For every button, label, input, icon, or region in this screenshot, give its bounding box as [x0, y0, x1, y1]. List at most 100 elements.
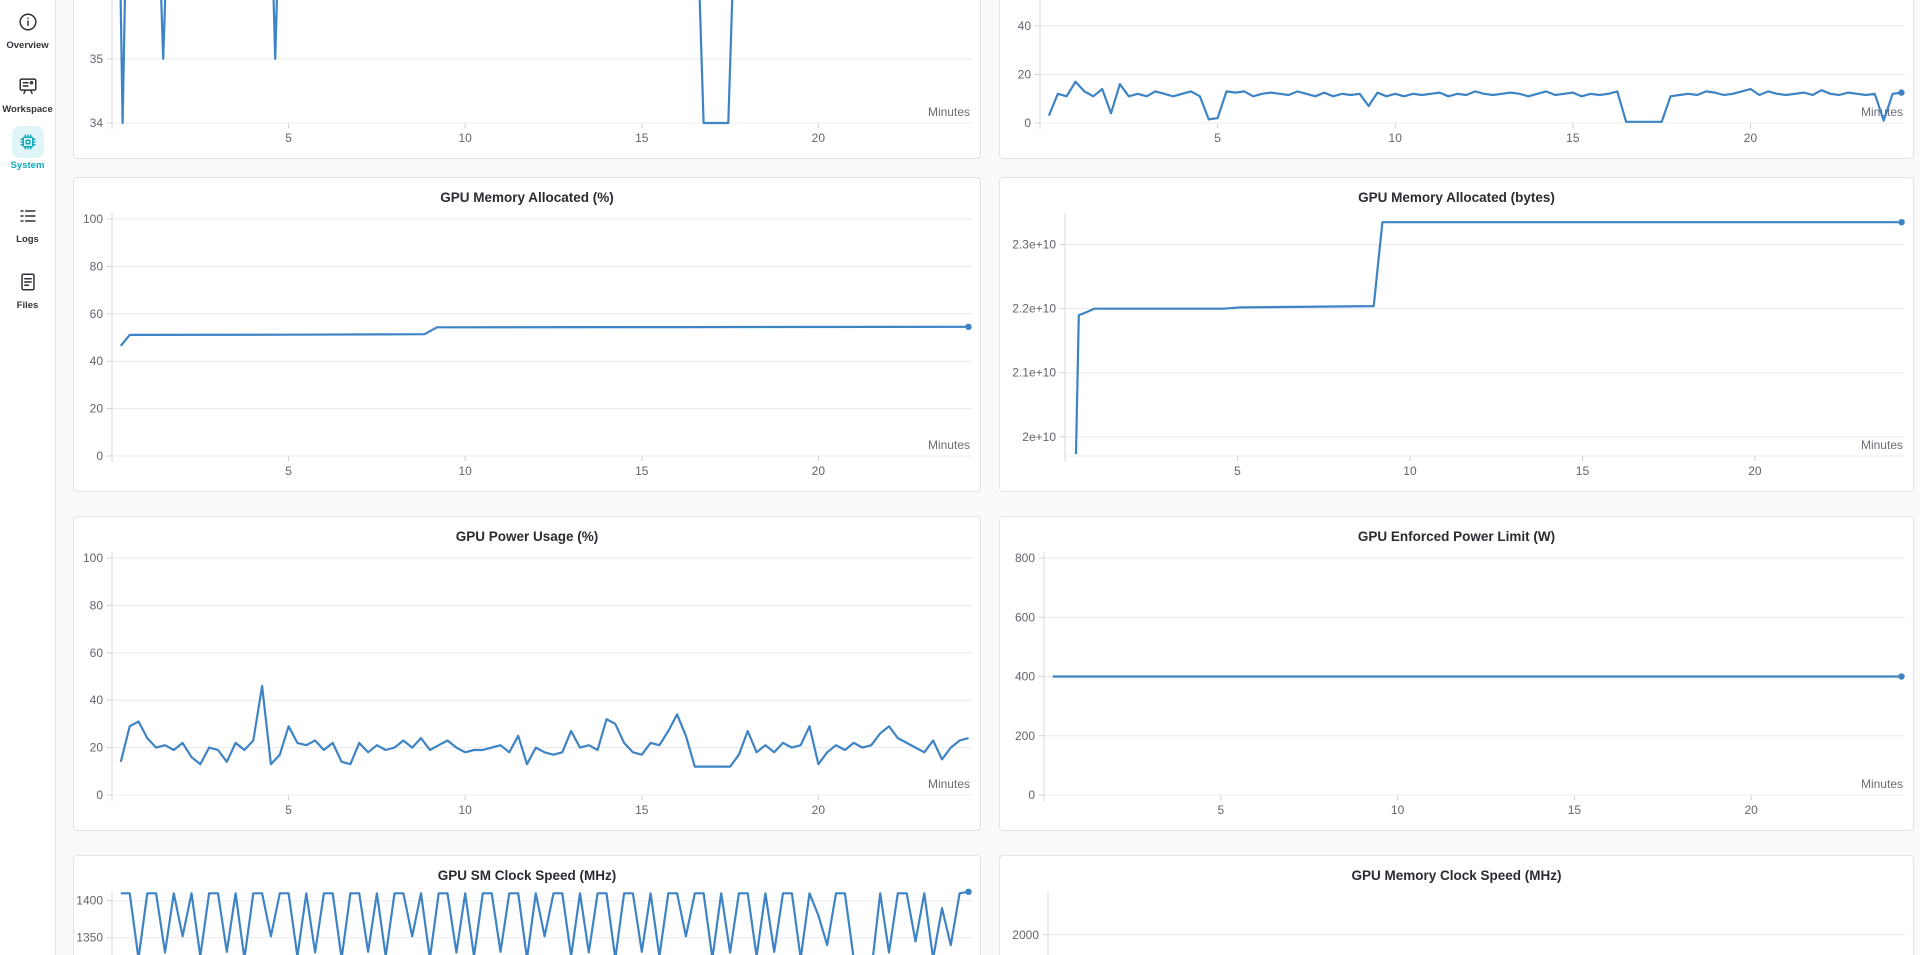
svg-text:5: 5: [285, 803, 292, 817]
svg-text:1400: 1400: [76, 894, 103, 908]
svg-text:2.3e+10: 2.3e+10: [1012, 238, 1056, 252]
chart-panel-row1-left[interactable]: 34 35 36 5 10 15 20 Minutes: [73, 0, 981, 159]
svg-text:40: 40: [1018, 19, 1032, 33]
svg-text:34: 34: [90, 116, 104, 130]
chart-canvas: 34 35 36 5 10 15 20 Minutes: [90, 0, 972, 145]
svg-text:5: 5: [1234, 464, 1241, 478]
svg-text:100: 100: [83, 551, 103, 565]
svg-text:15: 15: [1576, 464, 1590, 478]
chart-title: GPU Memory Allocated (bytes): [1358, 190, 1555, 205]
svg-text:Minutes: Minutes: [1861, 777, 1903, 791]
svg-text:400: 400: [1015, 670, 1035, 684]
svg-text:20: 20: [812, 803, 826, 817]
sidebar-label-system: System: [10, 160, 45, 171]
series-endpoint-dot: [1898, 673, 1905, 680]
sidebar-item-system[interactable]: System: [0, 126, 55, 171]
svg-text:20: 20: [1745, 803, 1759, 817]
chip-icon: [11, 126, 44, 158]
chart-title: GPU Memory Allocated (%): [440, 190, 614, 205]
svg-text:Minutes: Minutes: [928, 777, 970, 791]
files-icon: [12, 266, 44, 298]
chart-panel-gpu-enforced-power-limit[interactable]: GPU Enforced Power Limit (W) 0 200 400 600 8…: [999, 516, 1914, 831]
sidebar-label-files: Files: [16, 300, 39, 311]
svg-text:15: 15: [1566, 131, 1580, 145]
chart-canvas: 0 20 40 60 80 100 5 10 15 20 Minutes: [83, 551, 972, 817]
svg-text:35: 35: [90, 52, 104, 66]
svg-text:60: 60: [90, 307, 104, 321]
logs-icon: [12, 200, 44, 232]
chart-canvas: 0 200 400 600 800 5 10 15 20 Minutes: [1015, 551, 1905, 817]
svg-text:0: 0: [96, 449, 103, 463]
svg-text:20: 20: [90, 741, 104, 755]
series-line: [1047, 80, 1902, 123]
svg-text:100: 100: [83, 212, 103, 226]
chart-canvas: 2e+10 2.1e+10 2.2e+10 2.3e+10 5 10 15 20 Minutes: [1012, 213, 1905, 478]
sidebar-label-logs: Logs: [16, 234, 39, 245]
svg-text:20: 20: [90, 402, 104, 416]
svg-text:10: 10: [459, 131, 473, 145]
chart-title: GPU SM Clock Speed (MHz): [437, 868, 617, 883]
svg-text:20: 20: [812, 464, 826, 478]
svg-text:2e+10: 2e+10: [1022, 430, 1056, 444]
svg-text:Minutes: Minutes: [1861, 438, 1903, 452]
svg-text:1350: 1350: [76, 931, 103, 945]
svg-text:5: 5: [285, 464, 292, 478]
chart-panel-gpu-memory-allocated-bytes[interactable]: GPU Memory Allocated (bytes) 2e+10 2.1e+1…: [999, 177, 1914, 492]
svg-text:15: 15: [635, 803, 649, 817]
sidebar-item-files[interactable]: Files: [0, 266, 55, 311]
chart-panel-gpu-memory-clock-speed[interactable]: GPU Memory Clock Speed (MHz) 20005101520…: [999, 855, 1914, 955]
sidebar-label-overview: Overview: [6, 40, 49, 51]
series-line: [119, 325, 969, 347]
svg-text:800: 800: [1015, 551, 1035, 565]
svg-text:20: 20: [1018, 67, 1032, 81]
series-line: [119, 0, 734, 125]
svg-text:20: 20: [1744, 131, 1758, 145]
chart-title: GPU Memory Clock Speed (MHz): [1351, 868, 1562, 883]
chart-canvas: 20005101520Minutes: [1012, 891, 1905, 955]
svg-text:20: 20: [812, 131, 826, 145]
svg-text:10: 10: [459, 803, 473, 817]
svg-text:10: 10: [459, 464, 473, 478]
chart-title: GPU Enforced Power Limit (W): [1357, 529, 1556, 544]
svg-text:36: 36: [90, 0, 104, 2]
svg-text:5: 5: [1217, 803, 1224, 817]
sidebar: Overview Workspace: [0, 0, 56, 955]
svg-text:60: 60: [90, 646, 104, 660]
chart-canvas: 0 20 40 60 80 100 5 10 15 20 Minutes: [83, 212, 972, 478]
svg-text:15: 15: [635, 464, 649, 478]
sidebar-label-workspace: Workspace: [2, 104, 53, 115]
svg-text:5: 5: [1214, 131, 1221, 145]
info-icon: [12, 6, 44, 38]
svg-text:10: 10: [1391, 803, 1405, 817]
series-endpoint-dot: [1898, 219, 1905, 226]
sidebar-item-workspace[interactable]: Workspace: [0, 70, 55, 115]
svg-text:200: 200: [1015, 729, 1035, 743]
svg-text:80: 80: [90, 598, 104, 612]
chart-panel-gpu-memory-allocated-pct[interactable]: GPU Memory Allocated (%) 0 20 40 60 80 100 5 10…: [73, 177, 981, 492]
svg-text:20: 20: [1748, 464, 1762, 478]
chart-panel-row1-right[interactable]: 0 20 40 5 10 15 20 Minutes: [999, 0, 1914, 159]
svg-text:80: 80: [90, 259, 104, 273]
svg-text:15: 15: [1568, 803, 1582, 817]
sidebar-item-logs[interactable]: Logs: [0, 200, 55, 245]
svg-text:2.1e+10: 2.1e+10: [1012, 366, 1056, 380]
chart-title: GPU Power Usage (%): [455, 529, 599, 544]
svg-text:Minutes: Minutes: [928, 438, 970, 452]
chart-panel-gpu-power-usage[interactable]: GPU Power Usage (%) 0 20 40 60 80 100 5 10 15 20 M…: [73, 516, 981, 831]
sidebar-item-overview[interactable]: Overview: [0, 6, 55, 51]
svg-text:600: 600: [1015, 610, 1035, 624]
workspace-icon: [12, 70, 44, 102]
chart-panel-gpu-sm-clock-speed[interactable]: GPU SM Clock Speed (MHz) 135014005101520…: [73, 855, 981, 955]
svg-text:40: 40: [90, 693, 104, 707]
svg-text:0: 0: [1024, 116, 1031, 130]
svg-text:0: 0: [96, 788, 103, 802]
svg-text:Minutes: Minutes: [928, 105, 970, 119]
series-line: [1074, 221, 1902, 455]
svg-text:10: 10: [1389, 131, 1403, 145]
svg-text:2000: 2000: [1012, 928, 1039, 942]
series-endpoint-dot: [965, 888, 972, 895]
svg-text:5: 5: [285, 131, 292, 145]
svg-text:15: 15: [635, 131, 649, 145]
